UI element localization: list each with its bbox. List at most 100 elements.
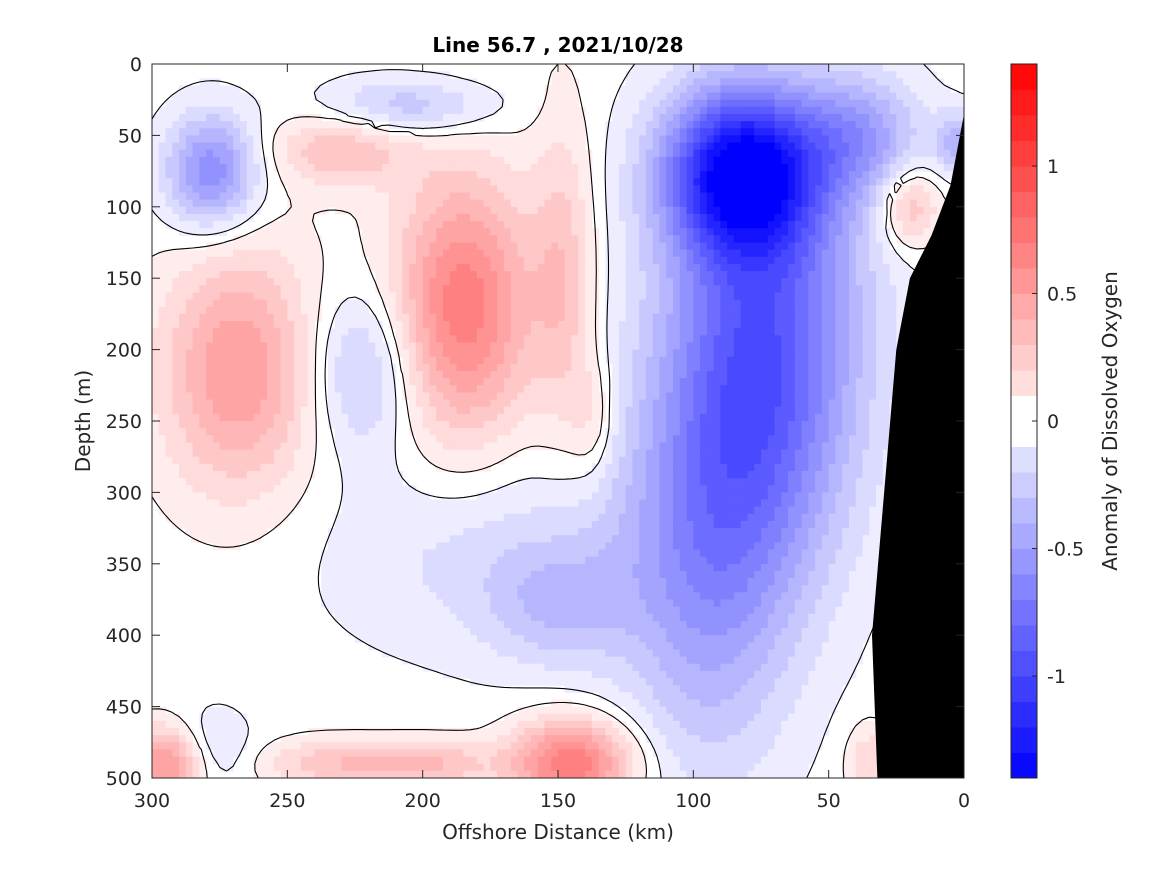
field-cell	[673, 113, 681, 122]
field-cell	[706, 271, 715, 279]
field-cell	[645, 285, 654, 294]
field-cell	[517, 292, 525, 301]
field-cell	[774, 99, 782, 108]
field-cell	[280, 306, 288, 315]
field-cell	[361, 142, 370, 151]
field-cell	[727, 135, 735, 144]
field-cell	[862, 149, 870, 158]
field-cell	[422, 256, 431, 265]
field-cell	[842, 142, 850, 151]
field-cell	[612, 121, 620, 129]
field-cell	[855, 285, 864, 294]
field-cell	[179, 285, 187, 294]
field-cell	[402, 335, 410, 344]
field-cell	[645, 292, 654, 301]
field-cell	[348, 371, 356, 379]
field-cell	[842, 135, 850, 144]
field-cell	[679, 256, 688, 265]
field-cell	[212, 106, 221, 115]
field-cell	[530, 363, 539, 372]
field-cell	[206, 78, 214, 87]
field-cell	[713, 399, 721, 408]
field-cell	[544, 99, 552, 108]
field-cell	[618, 292, 627, 301]
field-cell	[700, 392, 708, 401]
field-cell	[510, 242, 518, 251]
field-cell	[361, 206, 370, 215]
field-cell	[429, 278, 437, 286]
field-cell	[476, 192, 485, 201]
field-cell	[652, 149, 661, 158]
field-cell	[219, 306, 228, 315]
field-cell	[848, 349, 857, 358]
field-cell	[152, 135, 160, 144]
field-cell	[382, 256, 390, 265]
field-cell	[706, 321, 715, 329]
field-cell	[551, 221, 559, 229]
field-cell	[470, 399, 478, 408]
field-cell	[713, 135, 721, 144]
field-cell	[212, 263, 221, 272]
field-cell	[415, 206, 424, 215]
field-cell	[334, 328, 343, 336]
field-cell	[794, 306, 803, 315]
field-cell	[327, 356, 336, 365]
field-cell	[280, 121, 288, 129]
field-cell	[578, 342, 586, 351]
field-cell	[199, 335, 207, 344]
field-cell	[727, 342, 735, 351]
field-cell	[821, 356, 830, 365]
field-cell	[713, 71, 721, 79]
field-cell	[767, 299, 776, 308]
field-cell	[253, 242, 261, 251]
field-cell	[903, 285, 911, 294]
field-cell	[612, 99, 620, 108]
field-cell	[497, 385, 505, 394]
field-cell	[761, 313, 769, 322]
field-cell	[801, 242, 809, 251]
field-cell	[747, 149, 755, 158]
field-cell	[862, 199, 870, 208]
field-cell	[348, 378, 356, 386]
field-cell	[382, 178, 390, 186]
field-cell	[537, 149, 546, 158]
field-cell	[551, 149, 559, 158]
field-cell	[260, 392, 268, 401]
field-cell	[679, 156, 688, 165]
field-cell	[341, 385, 349, 394]
field-cell	[828, 92, 837, 101]
field-cell	[165, 163, 173, 172]
field-cell	[645, 128, 654, 136]
field-cell	[842, 328, 850, 336]
field-cell	[903, 271, 911, 279]
field-cell	[510, 328, 518, 336]
field-cell	[666, 221, 674, 229]
field-cell	[517, 356, 525, 365]
field-cell	[172, 392, 180, 401]
field-cell	[605, 335, 613, 344]
field-cell	[544, 149, 552, 158]
field-cell	[246, 178, 255, 186]
field-cell	[848, 385, 857, 394]
field-cell	[869, 121, 877, 129]
field-cell	[544, 356, 552, 365]
field-cell	[781, 299, 789, 308]
field-cell	[903, 278, 911, 286]
field-cell	[185, 306, 194, 315]
field-cell	[253, 363, 261, 372]
field-cell	[436, 185, 444, 194]
field-cell	[754, 163, 762, 172]
field-cell	[260, 228, 268, 236]
field-cell	[564, 199, 573, 208]
field-cell	[185, 185, 194, 194]
field-cell	[267, 385, 275, 394]
field-cell	[916, 106, 924, 115]
field-cell	[564, 99, 573, 108]
field-cell	[632, 228, 640, 236]
field-cell	[463, 349, 471, 358]
field-cell	[517, 363, 525, 372]
field-cell	[179, 399, 187, 408]
field-cell	[429, 285, 437, 294]
field-cell	[449, 235, 458, 244]
field-cell	[788, 106, 796, 115]
